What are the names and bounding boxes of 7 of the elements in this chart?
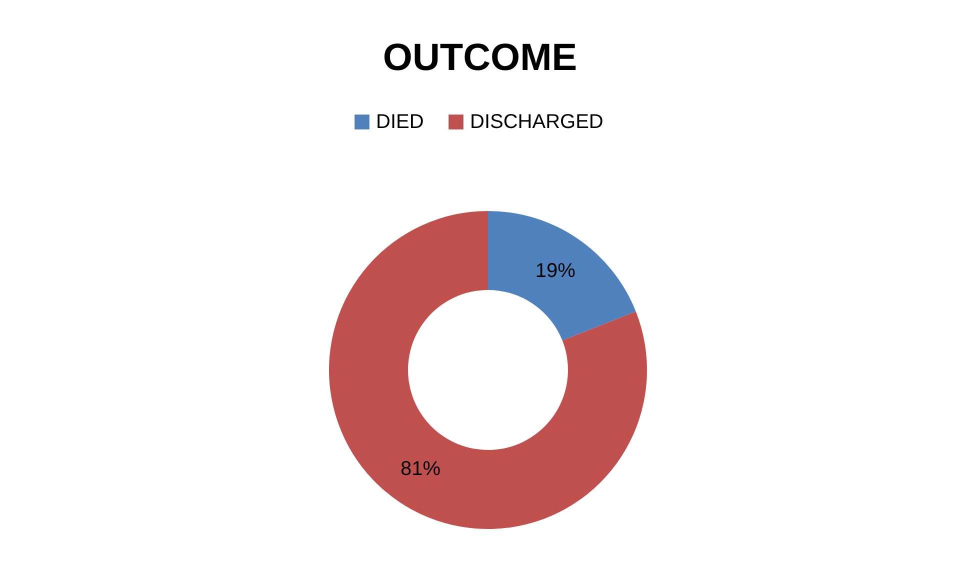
- chart-title: OUTCOME: [382, 37, 578, 79]
- data-label: 81%: [400, 458, 441, 480]
- legend-label: DISCHARGED: [470, 111, 604, 133]
- legend-label: DIED: [376, 111, 424, 133]
- donut-slice: [488, 211, 636, 341]
- donut-slice: [329, 211, 647, 529]
- data-label: 19%: [535, 260, 576, 282]
